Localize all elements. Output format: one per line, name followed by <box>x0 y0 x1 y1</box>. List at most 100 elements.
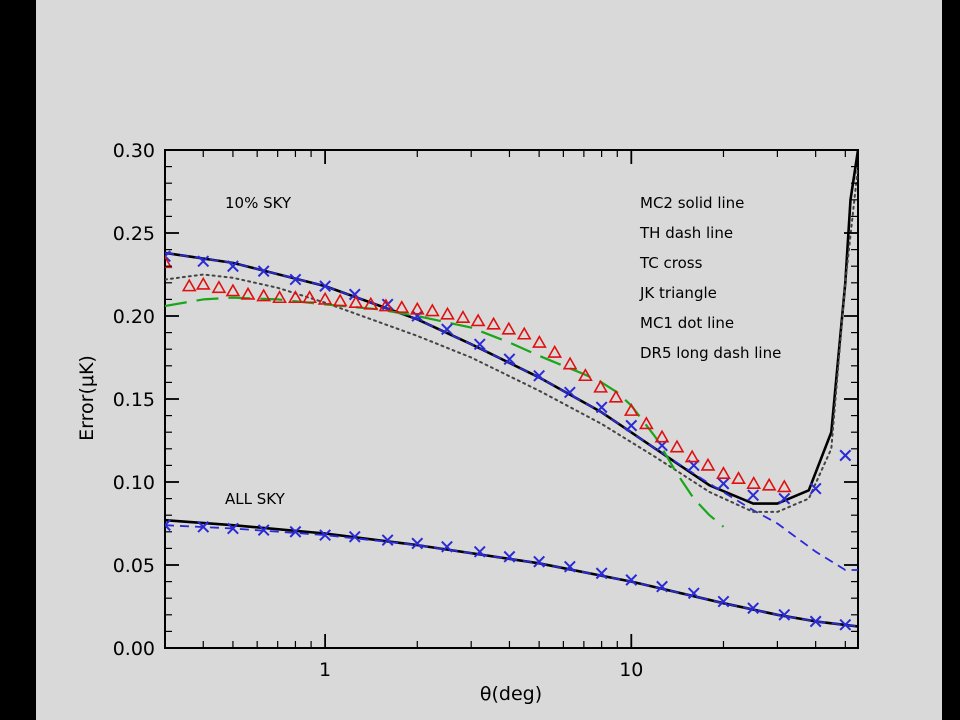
tc-cross-marker <box>227 260 239 273</box>
tc-cross-marker <box>289 525 302 538</box>
y-tick-label: 0.00 <box>113 638 155 660</box>
jk-triangle-marker <box>562 356 578 370</box>
annotation-10-percent-sky: 10% SKY <box>225 194 292 212</box>
plot-frame <box>164 149 859 649</box>
tc-cross-marker <box>348 530 361 543</box>
jk-triangle-marker <box>731 471 746 484</box>
tc-cross-marker <box>563 386 576 399</box>
jk-triangle-marker <box>684 449 700 463</box>
legend-entry: DR5 long dash line <box>640 344 781 362</box>
jk-triangle-marker <box>240 286 256 300</box>
tc-cross-marker <box>319 529 332 542</box>
plot-frame-layer <box>164 149 859 649</box>
jk-triangle-marker <box>409 301 425 315</box>
jk-triangle-marker <box>638 416 654 430</box>
y-axis-label: Error(μK) <box>76 355 98 441</box>
tc-cross-marker <box>625 574 638 586</box>
series-th-dash-line-10-percent-sky <box>165 252 858 571</box>
jk-triangle-marker <box>654 429 670 443</box>
slide-background <box>36 0 942 720</box>
tc-cross-marker <box>778 608 791 621</box>
series-mc1-dot-line-10-percent-sky <box>165 165 858 513</box>
jk-triangle-marker <box>669 439 685 453</box>
jk-triangle-marker <box>302 290 317 304</box>
tc-cross-marker <box>503 550 516 563</box>
tc-cross-marker <box>441 323 453 336</box>
tc-cross-marker <box>197 255 210 268</box>
jk-triangle-marker <box>761 477 777 491</box>
jk-triangle-marker <box>394 300 410 314</box>
tc-cross-marker <box>165 250 171 263</box>
jk-triangle-marker <box>608 389 624 403</box>
x-tick-label: 1 <box>319 659 331 681</box>
jk-triangle-marker <box>378 298 394 312</box>
jk-triangle-marker <box>455 310 471 323</box>
tc-cross-marker <box>717 477 730 490</box>
jk-triangle-marker <box>700 457 716 471</box>
marker-layer <box>165 250 852 631</box>
y-tick-label: 0.20 <box>113 306 155 328</box>
annotation-all-sky: ALL SKY <box>225 490 286 508</box>
series-dr5-long-dash-line-10-percent-sky <box>165 296 725 528</box>
jk-triangle-marker <box>516 326 532 340</box>
x-tick-label: 10 <box>619 659 643 681</box>
tc-cross-marker <box>747 489 760 502</box>
jk-triangle-marker <box>317 291 333 305</box>
y-tick-label: 0.10 <box>113 472 155 494</box>
jk-triangle-marker <box>716 466 731 480</box>
legend: MC2 solid line TH dash line TC cross JK tri… <box>639 194 781 362</box>
tc-cross-marker <box>165 519 171 532</box>
tc-cross-marker <box>687 587 700 600</box>
legend-entry: TH dash line <box>639 224 733 242</box>
tc-cross-marker <box>747 602 760 615</box>
jk-triangle-marker <box>195 276 211 290</box>
jk-triangle-marker <box>776 479 792 493</box>
legend-entry: JK triangle <box>639 284 717 302</box>
jk-triangle-marker <box>225 283 241 297</box>
tc-cross-marker <box>411 537 424 550</box>
tc-cross-marker <box>809 615 822 628</box>
jk-triangle-marker <box>272 290 287 304</box>
legend-entry: MC2 solid line <box>640 194 744 212</box>
tc-cross-marker <box>348 288 361 301</box>
legend-entry: MC1 dot line <box>640 314 734 332</box>
x-axis-label: θ(deg) <box>480 683 542 705</box>
tc-cross-marker <box>473 338 486 351</box>
jk-triangle-marker <box>547 344 563 358</box>
tc-cross-marker <box>319 280 332 293</box>
y-tick-label: 0.15 <box>113 389 155 411</box>
tc-cross-marker <box>563 560 576 573</box>
jk-triangle-marker <box>623 403 639 416</box>
jk-triangle-marker <box>288 290 303 304</box>
tc-cross-marker <box>473 545 486 558</box>
jk-triangle-marker <box>348 295 364 309</box>
tc-cross-marker <box>625 419 638 432</box>
tc-cross-marker <box>441 540 453 553</box>
tc-cross-marker <box>227 522 239 535</box>
jk-triangle-marker <box>593 379 609 393</box>
axis-layer: 0.00 0.05 0.10 0.15 0.20 0.25 0.30 1 10 <box>113 140 858 681</box>
y-tick-label: 0.25 <box>113 223 155 245</box>
jk-triangle-marker <box>332 293 348 307</box>
tc-cross-marker <box>656 580 668 593</box>
tc-cross-marker <box>595 567 608 580</box>
jk-triangle-marker <box>165 255 173 269</box>
jk-triangle-marker <box>532 334 547 348</box>
tc-cross-marker <box>595 401 608 414</box>
jk-triangle-marker <box>424 303 440 317</box>
tc-cross-marker <box>533 369 546 382</box>
jk-triangle-marker <box>440 306 455 320</box>
series-layer <box>165 150 858 628</box>
tc-cross-marker <box>533 555 546 568</box>
jk-triangle-marker <box>486 316 501 330</box>
jk-triangle-marker <box>211 280 227 294</box>
tc-cross-marker <box>839 449 852 462</box>
tc-cross-marker <box>503 353 516 366</box>
tc-cross-marker <box>289 273 302 286</box>
tc-cross-marker <box>717 595 730 608</box>
jk-triangle-marker <box>363 296 379 310</box>
jk-triangle-marker <box>470 313 486 327</box>
jk-triangle-marker <box>181 278 197 292</box>
y-tick-label: 0.30 <box>113 140 155 162</box>
jk-triangle-marker <box>746 476 762 489</box>
